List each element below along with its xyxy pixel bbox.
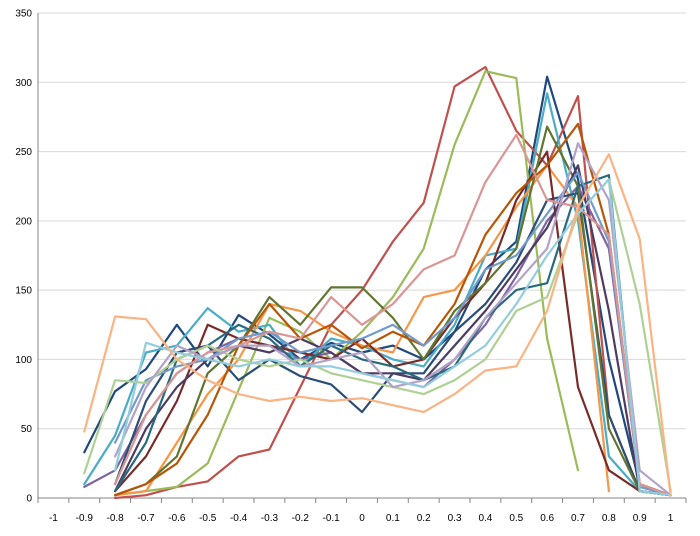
x-tick-label: -1: [49, 513, 58, 524]
series-line-17: [114, 178, 672, 497]
x-tick-label: 0.2: [417, 513, 431, 524]
x-tick-label: 1: [668, 513, 674, 524]
x-tick-label: 0.5: [509, 513, 523, 524]
x-tick-label: -0.6: [168, 513, 186, 524]
axes: [37, 13, 687, 503]
y-tick-label: 300: [15, 78, 32, 89]
x-tick-labels: -1 -0.9 -0.8 -0.7 -0.6 -0.5 -0.4 -0.3 -0.2 -0.1 0 0…: [49, 513, 674, 524]
y-tick-label: 50: [21, 424, 33, 435]
x-tick-label: 0.4: [478, 513, 492, 524]
x-tick-label: 0.1: [386, 513, 400, 524]
y-tick-label: 350: [15, 9, 32, 20]
y-tick-label: 150: [15, 286, 32, 297]
series-line-11: [114, 174, 672, 497]
x-tick-label: -0.2: [292, 513, 310, 524]
series-line-18: [83, 153, 672, 497]
series-lines: [83, 65, 672, 500]
x-tick-label: -0.8: [107, 513, 125, 524]
y-tick-label: 0: [26, 494, 32, 505]
x-tick-label: 0.7: [571, 513, 585, 524]
series-line-6: [114, 164, 610, 497]
x-tick-label: -0.5: [199, 513, 217, 524]
x-tick-label: 0: [359, 513, 365, 524]
series-line-3: [114, 70, 580, 497]
x-tick-label: -0.3: [261, 513, 279, 524]
x-tick-label: -0.4: [230, 513, 248, 524]
y-tick-label: 200: [15, 216, 32, 227]
series-line-2: [114, 65, 672, 500]
x-tick-label: -0.7: [137, 513, 155, 524]
x-tick-label: 0.3: [448, 513, 462, 524]
y-tick-labels: 0 50 100 150 200 250 300 350: [15, 9, 32, 505]
x-tick-label: 0.8: [602, 513, 616, 524]
x-tick-label: 0.9: [633, 513, 647, 524]
x-tick-label: 0.6: [540, 513, 554, 524]
x-tick-label: -0.9: [76, 513, 94, 524]
y-tick-label: 100: [15, 355, 32, 366]
y-tick-label: 250: [15, 147, 32, 158]
series-line-12: [114, 122, 672, 497]
x-tick-label: -0.1: [323, 513, 341, 524]
